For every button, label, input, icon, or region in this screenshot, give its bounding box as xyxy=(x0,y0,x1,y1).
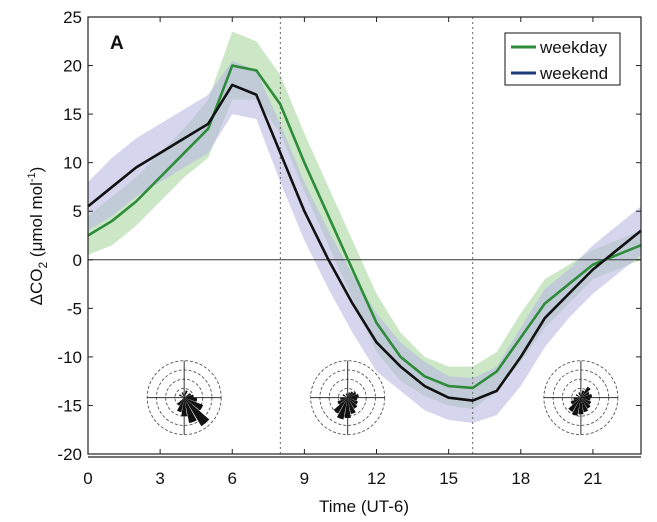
x-axis-title: Time (UT-6) xyxy=(319,497,409,516)
wind-rose-petal xyxy=(580,390,585,398)
series-line-weekend xyxy=(87,83,642,402)
wind-rose-petal xyxy=(580,386,591,398)
y-tick-label: -15 xyxy=(57,396,82,415)
x-tick-label: 3 xyxy=(155,469,164,488)
y-tick-label: -5 xyxy=(67,299,82,318)
plot-frame xyxy=(87,16,642,455)
reference-lines xyxy=(88,17,641,454)
wind-rose-petal xyxy=(345,393,348,398)
band-weekend xyxy=(88,60,641,423)
y-tick-label: 15 xyxy=(63,105,82,124)
wind-rose-petal xyxy=(184,390,188,398)
y-axis-title-units: (μmol mol xyxy=(27,182,46,262)
wind-rose-petal xyxy=(347,392,351,398)
wind-rose-petal xyxy=(333,397,348,414)
wind-rose-petal xyxy=(337,397,348,405)
x-tick-label: 0 xyxy=(83,469,92,488)
legend-label-weekend: weekend xyxy=(539,64,608,83)
wind-rose xyxy=(310,360,386,436)
wind-rose-petal xyxy=(578,397,584,415)
y-tick-label: 0 xyxy=(73,251,82,270)
wind-rose-petal xyxy=(347,397,359,405)
wind-rose-petal xyxy=(178,394,185,398)
wind-rose-petal xyxy=(580,397,589,413)
inset-wind-roses xyxy=(146,360,619,436)
wind-rose-petal xyxy=(181,392,185,398)
legend-label-weekday: weekday xyxy=(539,38,608,57)
wind-rose-petal xyxy=(177,397,185,406)
wind-rose-petal xyxy=(568,397,581,412)
x-tick-label: 9 xyxy=(300,469,309,488)
wind-rose-petal xyxy=(340,397,348,401)
wind-rose-petal xyxy=(580,397,592,405)
wind-rose-petal xyxy=(184,397,198,402)
y-axis-title-close: ) xyxy=(27,167,46,173)
axes xyxy=(87,16,642,458)
wind-rose-petal xyxy=(580,397,591,401)
wind-rose-petal xyxy=(347,391,357,398)
wind-rose-petal xyxy=(176,397,185,413)
wind-rose-petal xyxy=(571,397,581,416)
x-tick-label: 6 xyxy=(228,469,237,488)
wind-rose-petal xyxy=(570,397,581,405)
wind-rose-petal xyxy=(347,397,358,409)
y-axis-title-main: ΔCO xyxy=(27,268,46,305)
wind-rose-petal xyxy=(347,394,359,398)
wind-rose-petal xyxy=(184,394,194,398)
y-tick-label: 20 xyxy=(63,57,82,76)
wind-rose-petal xyxy=(347,391,354,398)
tick-labels: 0 3 6 9 12 15 18 21 -20 -15 -10 -5 0 5 10 15 20 25 xyxy=(57,8,602,488)
wind-rose-petal xyxy=(580,391,590,398)
y-tick-label: 5 xyxy=(73,202,82,221)
confidence-bands xyxy=(88,31,641,423)
wind-rose-petal xyxy=(347,397,357,401)
legend: weekday weekend xyxy=(504,32,621,86)
wind-rose-petal xyxy=(344,397,351,419)
wind-rose-petal xyxy=(575,394,581,398)
y-tick-label: -10 xyxy=(57,348,82,367)
x-tick-label: 21 xyxy=(583,469,602,488)
y-tick-label: 10 xyxy=(63,154,82,173)
x-tick-label: 12 xyxy=(367,469,386,488)
wind-rose-petal xyxy=(184,397,204,411)
wind-rose-petal xyxy=(347,397,356,415)
y-axis-title: ΔCO2 (μmol mol-1) xyxy=(26,167,50,306)
x-tick-label: 18 xyxy=(511,469,530,488)
wind-rose-petal xyxy=(336,397,348,420)
wind-rose-petal xyxy=(184,397,197,424)
wind-rose-petal xyxy=(573,397,581,401)
wind-rose-petal xyxy=(580,397,591,409)
series-lines xyxy=(87,64,642,402)
panel-label: A xyxy=(110,33,124,54)
wind-rose-petal xyxy=(184,393,192,398)
wind-rose xyxy=(543,360,619,436)
y-axis-title-superscript: -1 xyxy=(26,172,38,182)
x-tick-label: 15 xyxy=(439,469,458,488)
y-tick-label: -20 xyxy=(57,445,82,464)
wind-rose-petal xyxy=(184,397,210,427)
wind-rose-petal xyxy=(181,397,188,417)
legend-box xyxy=(504,32,621,86)
series-line-weekday xyxy=(87,64,642,390)
wind-rose xyxy=(146,360,222,436)
y-axis-title-subscript: 2 xyxy=(36,261,50,268)
wind-rose-petal xyxy=(342,394,348,398)
wind-rose-petal xyxy=(578,392,581,398)
wind-rose-petal xyxy=(580,394,592,398)
y-tick-label: 25 xyxy=(63,8,82,27)
